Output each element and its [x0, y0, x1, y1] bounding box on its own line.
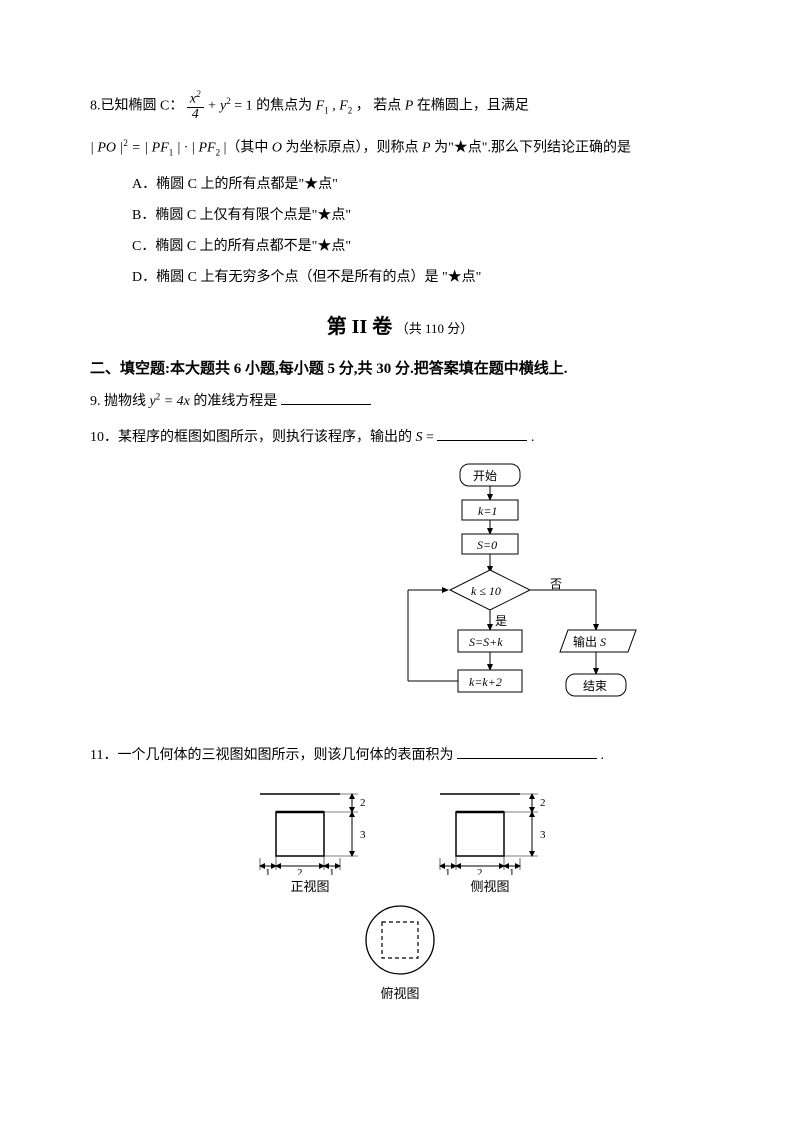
fc-output: 输出 S	[573, 633, 606, 651]
fc-k1: k=1	[478, 502, 497, 520]
q8-opt-d: D．椭圆 C 上有无穷多个点（但不是所有的点）是 "★点"	[132, 267, 710, 288]
front-caption: 正视图	[240, 877, 380, 897]
svg-text:2: 2	[477, 867, 483, 875]
svg-text:3: 3	[540, 829, 546, 841]
top-view: 俯视图	[355, 902, 445, 1004]
side-view: 2 3 1 2 1 侧视图	[420, 780, 560, 897]
section-2-heading: 二、填空题:本大题共 6 小题,每小题 5 分,共 30 分.把答案填在题中横线…	[90, 358, 710, 381]
fc-cond: k ≤ 10	[471, 582, 501, 600]
fc-ssk: S=S+k	[469, 633, 503, 651]
q9-blank	[281, 390, 371, 405]
svg-text:1: 1	[265, 867, 271, 875]
svg-text:1: 1	[509, 867, 515, 875]
q8-opt-c: C．椭圆 C 上的所有点都不是"★点"	[132, 236, 710, 257]
question-11: 11．一个几何体的三视图如图所示，则该几何体的表面积为 .	[90, 744, 710, 766]
svg-text:2: 2	[540, 797, 546, 809]
front-view: 2 3 1 2 1 正视图	[240, 780, 380, 897]
svg-text:2: 2	[360, 797, 366, 809]
fc-end: 结束	[583, 677, 607, 695]
svg-text:2: 2	[297, 867, 303, 875]
question-8-line2: | PO |2 = | PF1 | · | PF2 |（其中 O 为坐标原点），…	[90, 137, 710, 160]
q8-prefix: 8.已知椭圆 C：	[90, 99, 183, 114]
svg-text:1: 1	[445, 867, 451, 875]
question-9: 9. 抛物线 y2 = 4x 的准线方程是	[90, 390, 710, 412]
top-caption: 俯视图	[355, 984, 445, 1004]
side-caption: 侧视图	[420, 877, 560, 897]
svg-text:3: 3	[360, 829, 366, 841]
question-8: 8.已知椭圆 C： x2 4 + y2 = 1 的焦点为 F1 , F2 ， 若…	[90, 90, 710, 123]
q8-opt-b: B．椭圆 C 上仅有有限个点是"★点"	[132, 205, 710, 226]
question-10: 10．某程序的框图如图所示，则执行该程序，输出的 S = .	[90, 426, 710, 448]
fc-s0: S=0	[477, 536, 497, 554]
fc-yes: 是	[495, 612, 507, 630]
fc-no: 否	[550, 575, 562, 593]
fc-start: 开始	[473, 467, 497, 485]
fc-kk2: k=k+2	[469, 673, 502, 691]
q10-blank	[437, 426, 527, 441]
q8-options: A．椭圆 C 上的所有点都是"★点" B．椭圆 C 上仅有有限个点是"★点" C…	[132, 174, 710, 288]
q8-opt-a: A．椭圆 C 上的所有点都是"★点"	[132, 174, 710, 195]
q8-fraction: x2 4	[187, 90, 204, 123]
three-views: 2 3 1 2 1 正视图	[90, 780, 710, 1004]
q11-blank	[457, 744, 597, 759]
svg-text:1: 1	[329, 867, 335, 875]
flowchart-svg	[370, 462, 690, 732]
section-2-title: 第 II 卷 （共 110 分）	[90, 312, 710, 342]
flowchart: 开始 k=1 S=0 k ≤ 10 否 是 S=S+k k=k+2 输出 S 结…	[370, 462, 690, 732]
